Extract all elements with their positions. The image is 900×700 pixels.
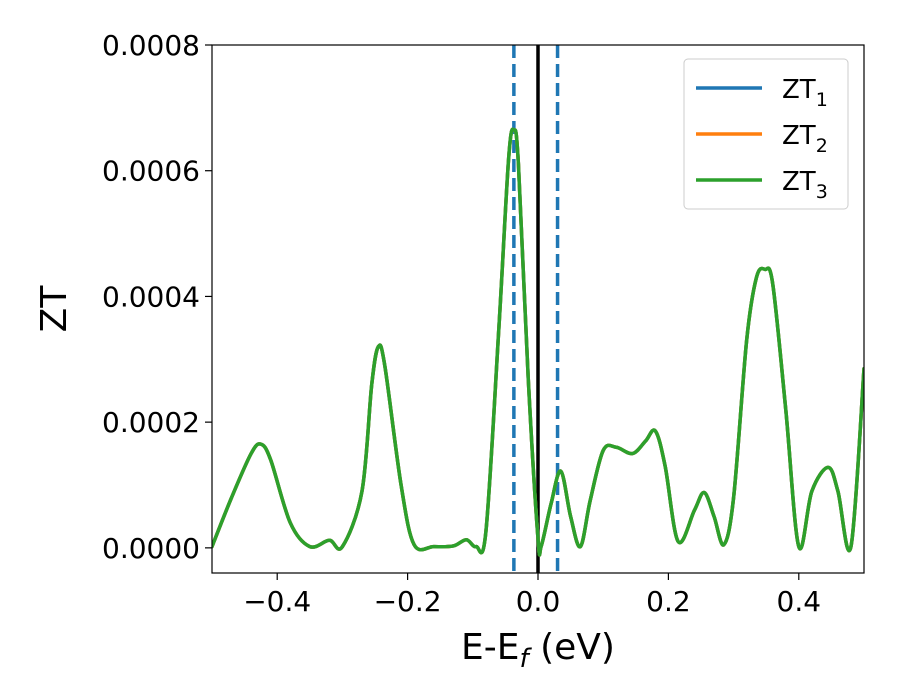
x-tick-label: 0.2 bbox=[646, 585, 691, 618]
x-tick-label: 0.0 bbox=[516, 585, 561, 618]
x-tick-label: 0.4 bbox=[777, 585, 822, 618]
x-axis-title: E-Ef (eV) bbox=[461, 627, 615, 674]
y-tick-label: 0.0008 bbox=[102, 29, 200, 62]
y-tick-label: 0.0002 bbox=[102, 406, 200, 439]
x-axis-title-suffix: (eV) bbox=[529, 627, 615, 668]
y-tick-label: 0.0006 bbox=[102, 155, 200, 188]
x-axis-ticks: −0.4 −0.2 0.0 0.2 0.4 bbox=[243, 573, 821, 618]
legend-box bbox=[683, 58, 849, 210]
series-line-zt3 bbox=[212, 127, 864, 557]
y-axis-title: ZT bbox=[34, 285, 75, 333]
x-axis-title-base: E-E bbox=[461, 627, 519, 668]
y-tick-label: 0.0000 bbox=[102, 532, 200, 565]
y-axis-ticks: 0.0000 0.0002 0.0004 0.0006 0.0008 bbox=[102, 29, 212, 565]
reference-lines bbox=[512, 45, 560, 573]
legend-label-zt3: ZT3 bbox=[782, 167, 828, 203]
legend-label-zt2: ZT2 bbox=[782, 121, 828, 157]
y-tick-label: 0.0004 bbox=[102, 280, 200, 313]
legend-label-zt1: ZT1 bbox=[782, 75, 828, 111]
legend: ZT1 ZT2 ZT3 bbox=[683, 58, 849, 210]
series-lines bbox=[212, 127, 864, 557]
x-tick-label: −0.2 bbox=[374, 585, 442, 618]
x-tick-label: −0.4 bbox=[243, 585, 311, 618]
